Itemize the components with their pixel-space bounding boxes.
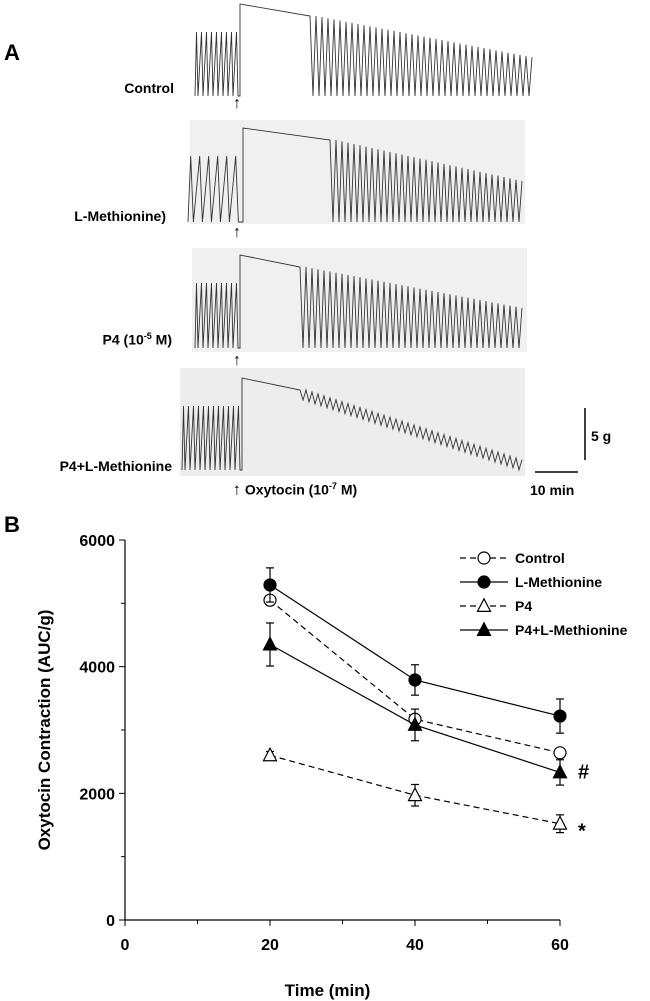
legend-label: P4 bbox=[515, 598, 532, 614]
data-point bbox=[263, 578, 277, 592]
trace-box-p4-l-methionine bbox=[180, 368, 525, 476]
x-axis-label: Time (min) bbox=[285, 981, 371, 1000]
arrow-icon: ↑ bbox=[233, 352, 241, 369]
y-tick-label: 6000 bbox=[79, 533, 115, 550]
scale-force-label: 5 g bbox=[591, 428, 612, 444]
y-tick-label: 2000 bbox=[79, 786, 115, 803]
legend-marker bbox=[476, 621, 492, 636]
arrow-icon: ↑ bbox=[233, 481, 241, 499]
legend-label: Control bbox=[515, 550, 565, 566]
series-p4-l-methionine bbox=[262, 622, 568, 786]
trace-control bbox=[194, 3, 533, 97]
data-point bbox=[407, 716, 423, 731]
scale-time-label: 10 min bbox=[530, 482, 575, 498]
series-l-methionine bbox=[263, 567, 567, 734]
x-tick-label: 0 bbox=[121, 937, 130, 954]
legend-marker bbox=[476, 597, 492, 612]
trace-label-control: Control bbox=[124, 80, 174, 96]
oxytocin-chart: 0 2000 4000 6000 0 20 40 60 Time (min) Oxytocin C… bbox=[35, 533, 628, 1000]
y-tick-label: 4000 bbox=[79, 660, 115, 677]
data-point bbox=[407, 786, 423, 802]
trace-box-p4 bbox=[192, 248, 527, 352]
data-point bbox=[262, 635, 278, 651]
legend-item: P4 bbox=[460, 597, 532, 614]
series-p4 bbox=[262, 746, 568, 834]
data-point bbox=[262, 746, 278, 762]
series-line bbox=[269, 599, 561, 754]
trace-label-p4: P4 (10-5 M) bbox=[102, 331, 172, 348]
y-axis-label: Oxytocin Contraction (AUC/g) bbox=[35, 610, 54, 851]
contraction-traces bbox=[180, 3, 586, 476]
legend-marker bbox=[477, 551, 491, 565]
trace-p4 bbox=[194, 254, 523, 349]
panel-a-letter: A bbox=[4, 40, 20, 65]
data-point bbox=[553, 746, 567, 760]
trace-p4-l-methionine bbox=[181, 377, 523, 472]
trace-l-methionine bbox=[187, 127, 523, 223]
data-point bbox=[408, 673, 422, 687]
legend-label: P4+L-Methionine bbox=[515, 622, 628, 638]
trace-label-p4-l-methionine: P4+L-Methionine bbox=[59, 458, 172, 474]
legend-item: Control bbox=[460, 550, 565, 566]
legend-marker bbox=[477, 575, 491, 589]
x-tick-label: 60 bbox=[551, 937, 569, 954]
oxytocin-label: ↑ Oxytocin (10-7 M) bbox=[233, 481, 358, 499]
data-point bbox=[553, 709, 567, 723]
data-point bbox=[552, 763, 568, 779]
x-tick-label: 20 bbox=[261, 937, 279, 954]
arrow-icon: ↑ bbox=[233, 95, 241, 112]
significance-annotation: * bbox=[578, 821, 586, 843]
data-point bbox=[552, 815, 568, 830]
legend-item: P4+L-Methionine bbox=[460, 621, 628, 638]
legend-label: L-Methionine bbox=[515, 574, 602, 590]
panel-b-letter: B bbox=[4, 512, 20, 537]
trace-label-l-methionine: L-Methionine) bbox=[74, 208, 166, 224]
y-tick-label: 0 bbox=[106, 913, 115, 930]
series-line bbox=[269, 643, 561, 774]
arrow-icon: ↑ bbox=[233, 224, 241, 241]
x-tick-label: 40 bbox=[406, 937, 424, 954]
significance-annotation: # bbox=[578, 761, 589, 783]
legend-item: L-Methionine bbox=[460, 574, 602, 590]
legend: Control L-Methionine P4 P4+L-Methionine bbox=[460, 550, 628, 638]
